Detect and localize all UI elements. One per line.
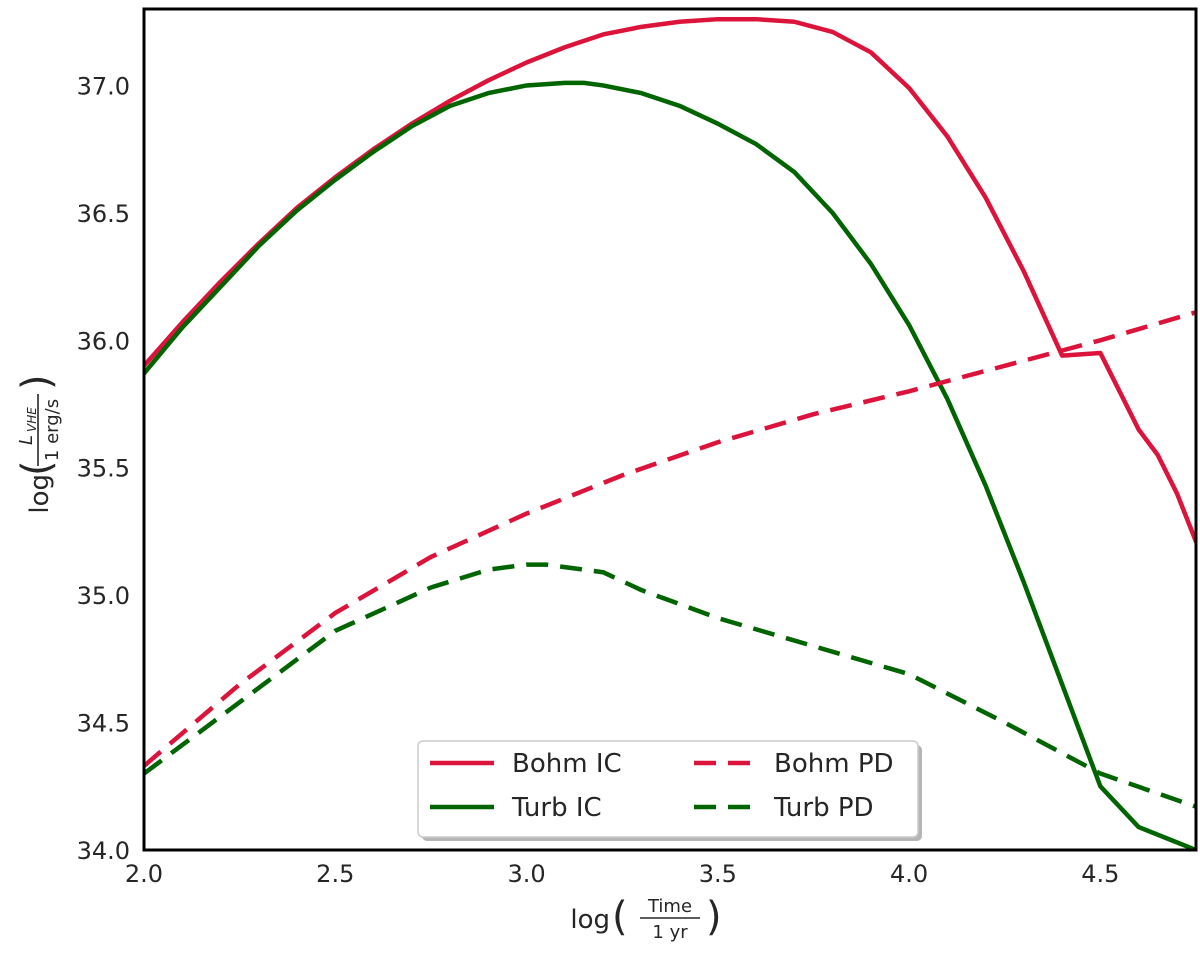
y-tick-label: 35.0 [77, 582, 130, 610]
y-axis-label-subscript: VHE [25, 407, 39, 432]
legend: Bohm IC Turb IC Bohm PD Turb PD [417, 740, 922, 841]
x-axis-label-denominator: 1 yr [652, 922, 688, 943]
x-axis-label: log( Time 1 yr) [570, 894, 721, 943]
x-axis-label-paren-left: ( [612, 894, 628, 940]
y-axis-label: log( L VHE 1 erg/s) [14, 374, 63, 513]
y-axis-label-prefix: log [25, 474, 55, 514]
y-tick-label: 36.0 [77, 327, 130, 355]
y-tick-label: 35.5 [77, 455, 130, 483]
x-tick-label: 3.5 [699, 860, 737, 888]
y-tick-label: 37.0 [77, 72, 130, 100]
legend-label-bohm-pd: Bohm PD [774, 749, 894, 779]
x-axis-label-paren-right: ) [706, 894, 722, 940]
legend-label-turb-ic: Turb IC [511, 793, 602, 823]
x-tick-label: 2.5 [316, 860, 354, 888]
series-line-bohm-pd [144, 310, 1196, 768]
series-line-turb-pd [144, 562, 1196, 809]
y-tick-label: 34.5 [77, 710, 130, 738]
y-tick-label: 34.0 [77, 837, 130, 865]
legend-label-bohm-ic: Bohm IC [512, 749, 622, 779]
legend-box [417, 740, 919, 838]
x-axis-label-numerator: Time [647, 896, 692, 917]
legend-label-turb-pd: Turb PD [773, 793, 874, 823]
plot-frame [142, 7, 1198, 852]
axes-layer: 2.0 2.5 3.0 3.5 4.0 4.5 34.0 34.5 35.0 35.5 36.0 36… [14, 7, 1198, 943]
y-axis-label-numerator: L [16, 435, 37, 445]
y-axis-label-denominator: 1 erg/s [42, 399, 63, 461]
x-tick-label: 2.0 [125, 860, 163, 888]
y-axis-label-paren-right: ) [14, 374, 60, 390]
series-group [144, 16, 1196, 850]
x-axis-label-prefix: log [570, 905, 610, 935]
series-line-bohm-ic [144, 16, 1196, 544]
plot-layer [144, 16, 1196, 850]
y-tick-label: 36.5 [77, 200, 130, 228]
x-tick-label: 3.0 [507, 860, 545, 888]
series-line-turb-ic [144, 80, 1196, 850]
y-axis-label-paren-left: ( [14, 460, 60, 476]
x-tick-label: 4.5 [1081, 860, 1119, 888]
x-tick-label: 4.0 [890, 860, 928, 888]
